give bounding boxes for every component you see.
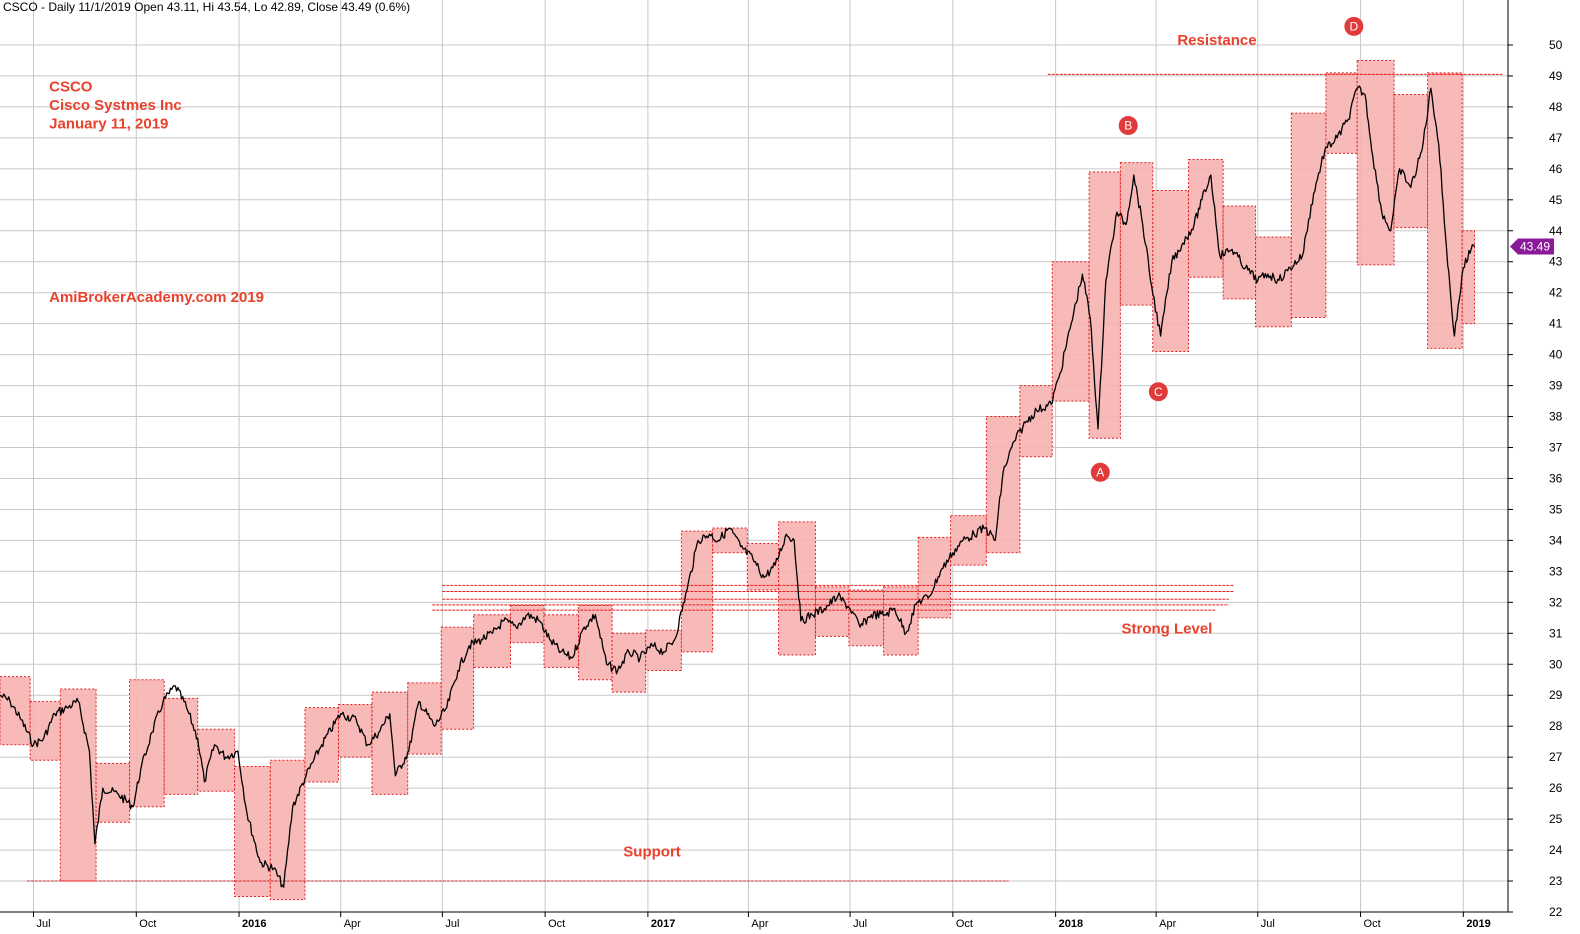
x-tick-label: Oct [956,918,973,930]
y-tick-label: 47 [1549,131,1563,145]
y-tick-label: 28 [1549,719,1563,733]
y-tick-label: 24 [1549,843,1563,857]
price-box [1290,112,1327,318]
price-box [1019,385,1053,458]
y-tick-label: 27 [1549,750,1563,764]
price-box [917,536,952,619]
y-tick-label: 39 [1549,379,1563,393]
x-tick-label: 2017 [651,918,675,930]
annotation-text: CSCO [49,78,93,95]
x-tick-label: 2018 [1059,918,1083,930]
x-tick-label: Apr [1159,918,1176,930]
last-price-label: 43.49 [1520,240,1550,254]
price-box [985,416,1021,554]
price-box [129,679,165,808]
y-tick-label: 46 [1549,162,1563,176]
point-markers: A B C D [1090,16,1364,482]
y-tick-label: 30 [1549,657,1563,671]
price-box [59,688,97,882]
annotation-text: January 11, 2019 [49,116,168,133]
x-tick-label: Oct [1364,918,1381,930]
y-tick-label: 43 [1549,255,1563,269]
marker-circle-d [1344,16,1364,36]
last-price-tag [1510,238,1554,255]
price-box [1119,162,1154,306]
y-tick-label: 49 [1549,69,1563,83]
x-tick-label: Apr [344,918,361,930]
x-tick-label: Jul [1261,918,1275,930]
price-series [0,85,1476,888]
y-tick-label: 37 [1549,441,1563,455]
price-box [197,728,236,792]
x-tick-label: 2016 [242,918,266,930]
price-box [163,697,199,795]
x-tick-label: Oct [548,918,565,930]
y-tick-label: 31 [1549,626,1563,640]
price-box [407,682,442,755]
y-tick-label: 36 [1549,471,1563,485]
marker-label-c: C [1154,385,1163,399]
y-tick-label: 23 [1549,874,1563,888]
annotation-text: Support [623,843,681,860]
price-box [1427,72,1463,349]
y-tick-label: 22 [1549,905,1563,919]
y-tick-label: 48 [1549,100,1563,114]
x-tick-label: Jul [37,918,51,930]
x-tick-label: Jul [853,918,867,930]
price-box [371,691,409,795]
y-tick-label: 35 [1549,502,1563,516]
price-box [814,586,850,637]
price-box [746,543,780,591]
price-box [778,521,816,656]
marker-label-d: D [1350,19,1359,33]
price-box [1461,230,1475,325]
marker-label-a: A [1096,465,1104,479]
y-tick-label: 45 [1549,193,1563,207]
annotations: CSCO Cisco Systmes Inc January 11, 2019 Ami… [49,32,1256,860]
y-tick-label: 50 [1549,38,1563,52]
y-tick-label: 44 [1549,224,1563,238]
price-box [1222,205,1257,300]
x-tick-label: Oct [139,918,156,930]
chart-header: CSCO - Daily 11/1/2019 Open 43.11, Hi 43… [3,0,410,14]
annotation-text: AmiBrokerAcademy.com 2019 [49,289,264,306]
y-tick-label: 40 [1549,348,1563,362]
y-tick-label: 29 [1549,688,1563,702]
y-tick-label: 42 [1549,286,1563,300]
price-box [234,765,271,898]
y-tick-label: 38 [1549,410,1563,424]
price-line [0,85,1476,888]
marker-circle-b [1118,115,1138,135]
price-box [269,759,306,901]
y-tick-label: 34 [1549,533,1563,547]
price-box [611,632,647,693]
y-tick-label: 26 [1549,781,1563,795]
price-box [848,589,885,647]
x-tick-label: Apr [751,918,768,930]
price-box [1188,159,1224,278]
price-box [543,614,580,668]
y-tick-label: 41 [1549,317,1563,331]
y-tick-label: 33 [1549,564,1563,578]
annotation-text: Strong Level [1122,620,1213,637]
y-tick-label: 32 [1549,595,1563,609]
x-tick-label: Jul [445,918,459,930]
x-tick-label: 2019 [1466,918,1490,930]
marker-circle-a [1090,462,1110,482]
price-box [509,604,545,644]
price-box [1393,94,1429,229]
price-box [1325,72,1358,154]
y-tick-label: 25 [1549,812,1563,826]
price-box [95,762,131,823]
annotation-text: Cisco Systmes Inc [49,97,182,114]
annotation-text: Resistance [1177,32,1256,49]
marker-label-b: B [1124,118,1132,132]
price-box [1356,59,1395,266]
price-box [1255,236,1292,328]
marker-circle-c [1148,382,1168,402]
